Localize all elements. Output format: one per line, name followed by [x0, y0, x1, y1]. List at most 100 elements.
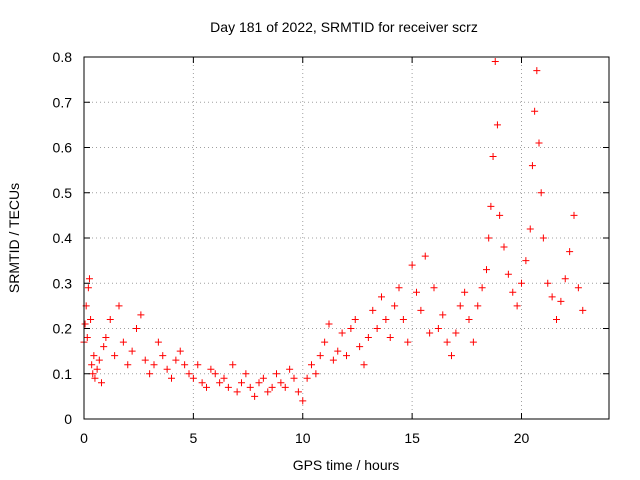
- data-point: [141, 356, 149, 364]
- data-point: [421, 252, 429, 260]
- data-point: [347, 325, 355, 332]
- data-point: [115, 302, 123, 310]
- data-point: [382, 315, 390, 323]
- data-point: [93, 365, 101, 373]
- data-point: [246, 383, 254, 391]
- data-point: [168, 374, 175, 382]
- x-tick-label: 15: [404, 430, 420, 446]
- data-point: [100, 343, 108, 351]
- data-point: [574, 284, 582, 292]
- data-point: [522, 257, 530, 265]
- data-point: [88, 361, 96, 369]
- data-point: [119, 338, 127, 346]
- data-point: [465, 315, 473, 323]
- data-point: [159, 352, 167, 360]
- chart-title: Day 181 of 2022, SRMTID for receiver scr…: [210, 19, 478, 35]
- y-tick-label: 0.8: [53, 49, 73, 65]
- data-point: [268, 383, 276, 391]
- data-point: [408, 261, 416, 269]
- data-point: [81, 320, 89, 328]
- data-point: [430, 284, 438, 292]
- data-point: [426, 329, 434, 337]
- y-tick-label: 0.5: [53, 185, 73, 201]
- data-point: [461, 288, 469, 296]
- data-point: [98, 379, 105, 387]
- data-point: [216, 379, 224, 387]
- data-point: [391, 302, 399, 310]
- data-point: [561, 275, 569, 283]
- data-point: [303, 374, 311, 382]
- data-point: [469, 338, 477, 346]
- data-point: [579, 306, 587, 314]
- data-point: [294, 388, 302, 396]
- data-point: [487, 202, 495, 210]
- data-point: [509, 288, 517, 296]
- data-point: [526, 225, 534, 233]
- grid-lines: [84, 57, 609, 419]
- y-axis-label: SRMTID / TECUs: [6, 183, 22, 293]
- data-point: [106, 315, 114, 323]
- data-point: [351, 315, 359, 323]
- data-point: [255, 379, 263, 387]
- y-tick-label: 0.6: [53, 140, 73, 156]
- data-point: [316, 352, 324, 360]
- data-point: [242, 370, 250, 378]
- data-point: [264, 388, 272, 396]
- data-point: [124, 361, 132, 369]
- data-point: [553, 315, 560, 323]
- data-point: [500, 243, 508, 251]
- data-point: [557, 297, 565, 305]
- data-point: [176, 347, 184, 355]
- x-tick-labels: 0 5 10 15 20: [80, 430, 529, 446]
- data-point: [286, 365, 294, 373]
- data-point: [89, 370, 97, 378]
- x-tick-label: 10: [295, 430, 311, 446]
- data-point: [299, 397, 307, 405]
- data-point: [338, 329, 346, 337]
- data-point: [373, 325, 381, 332]
- data-point: [528, 162, 536, 170]
- y-tick-label: 0: [64, 411, 72, 427]
- data-point: [277, 379, 285, 387]
- data-point: [207, 365, 215, 373]
- data-point: [150, 361, 158, 369]
- data-point: [364, 334, 372, 342]
- data-point: [360, 361, 368, 369]
- data-point: [85, 275, 93, 283]
- data-point: [496, 211, 504, 219]
- data-point: [259, 374, 267, 382]
- data-point: [413, 288, 420, 296]
- data-point: [91, 374, 99, 382]
- data-point: [439, 311, 447, 319]
- data-point: [321, 338, 329, 346]
- data-point: [493, 121, 501, 129]
- data-point: [273, 370, 280, 378]
- axis-ticks: [83, 56, 609, 420]
- data-point: [478, 284, 486, 292]
- data-point: [172, 356, 180, 364]
- data-point: [483, 266, 490, 274]
- data-point: [251, 392, 259, 400]
- data-point: [456, 302, 464, 310]
- data-point: [491, 58, 499, 66]
- data-point: [537, 189, 545, 197]
- data-point: [194, 361, 202, 369]
- data-point: [220, 374, 228, 382]
- data-point: [544, 279, 552, 287]
- data-point: [290, 374, 298, 382]
- data-point: [399, 315, 407, 323]
- y-tick-label: 0.7: [53, 94, 73, 110]
- data-point: [163, 365, 171, 373]
- data-point: [533, 67, 541, 75]
- data-point: [84, 284, 92, 292]
- data-point: [504, 270, 512, 278]
- plot-frame: [83, 56, 610, 420]
- data-point: [137, 311, 145, 319]
- data-point: [224, 383, 232, 391]
- data-point: [181, 361, 189, 369]
- data-point: [102, 334, 110, 342]
- data-point: [308, 361, 315, 369]
- data-point: [343, 352, 350, 360]
- data-point: [452, 329, 460, 337]
